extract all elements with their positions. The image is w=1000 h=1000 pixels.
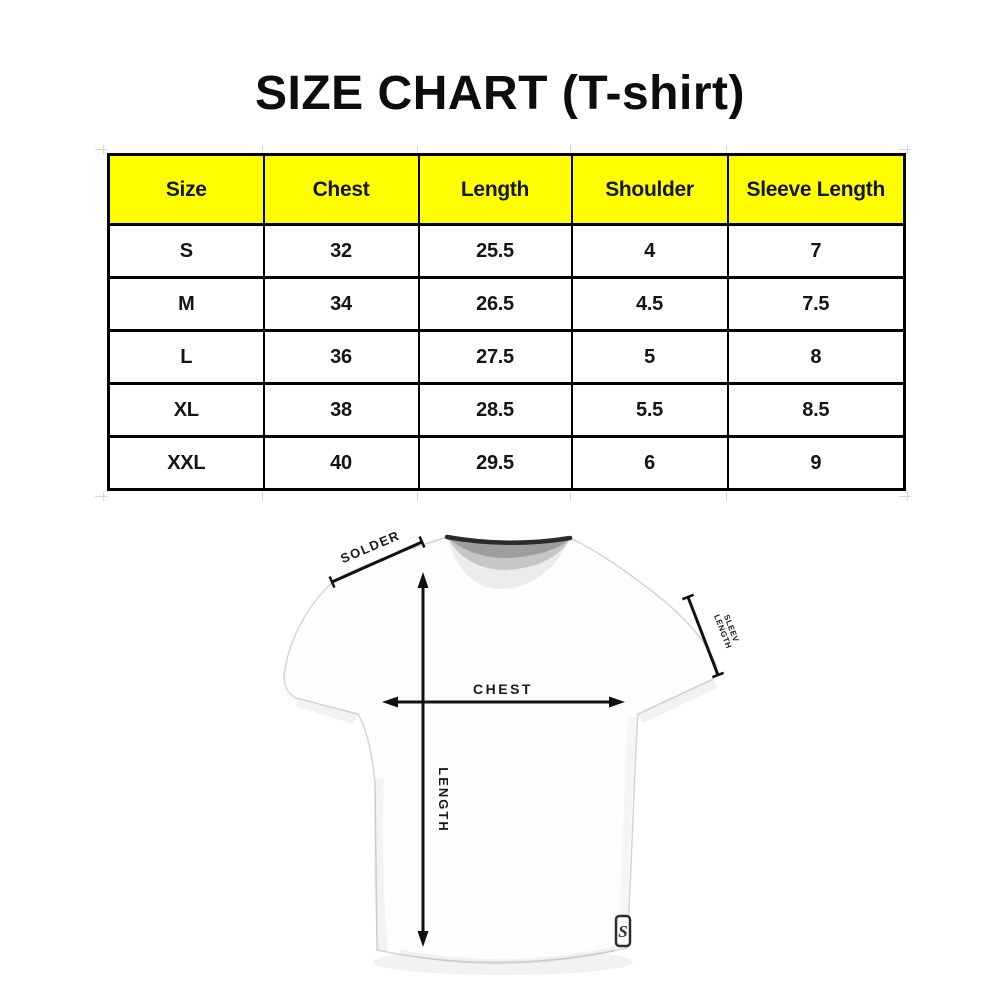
sleeve-measure-line xyxy=(681,593,725,679)
table-header-row: Size Chest Length Shoulder Sleeve Length xyxy=(107,153,906,226)
table-cell: XL xyxy=(107,382,265,438)
brand-tag: S xyxy=(614,914,632,948)
grid-tick xyxy=(899,149,911,150)
collar-trim xyxy=(444,534,573,545)
tshirt-measurement-diagram: SOLDER SLEEV LENGTH CHEST LENGTH S xyxy=(270,512,740,992)
sleeve-length-label: SLEEV LENGTH xyxy=(712,613,740,650)
table-cell: 29.5 xyxy=(417,435,573,491)
table-row-m: M 34 26.5 4.5 7.5 xyxy=(107,276,906,332)
table-cell: 4 xyxy=(570,223,729,279)
shirt-shading xyxy=(296,679,717,965)
table-cell: 7 xyxy=(726,223,906,279)
table-cell: 27.5 xyxy=(417,329,573,385)
grid-tick xyxy=(417,492,418,501)
table-cell: 28.5 xyxy=(417,382,573,438)
column-header-shoulder: Shoulder xyxy=(570,153,729,226)
table-row-xxl: XXL 40 29.5 6 9 xyxy=(107,435,906,491)
grid-tick xyxy=(570,492,571,501)
grid-tick xyxy=(417,145,418,154)
column-header-length: Length xyxy=(417,153,573,226)
table-cell: 5.5 xyxy=(570,382,729,438)
brand-tag-s-icon: S xyxy=(618,922,627,941)
table-cell: 6 xyxy=(570,435,729,491)
table-cell: 9 xyxy=(726,435,906,491)
column-header-size: Size xyxy=(107,153,265,226)
table-cell: 25.5 xyxy=(417,223,573,279)
shoulder-measure-line xyxy=(328,536,426,588)
tshirt-diagram-svg: SOLDER SLEEV LENGTH CHEST LENGTH S xyxy=(283,528,740,975)
table-cell: S xyxy=(107,223,265,279)
grid-tick xyxy=(262,145,263,154)
table-cell: XXL xyxy=(107,435,265,491)
table-cell: 34 xyxy=(262,276,420,332)
table-row-xl: XL 38 28.5 5.5 8.5 xyxy=(107,382,906,438)
length-label: LENGTH xyxy=(436,767,451,832)
size-table: Size Chest Length Shoulder Sleeve Length… xyxy=(107,153,906,491)
table-cell: 7.5 xyxy=(726,276,906,332)
table-cell: 4.5 xyxy=(570,276,729,332)
chest-arrow xyxy=(382,696,625,708)
chest-label: CHEST xyxy=(473,681,533,697)
tshirt-body xyxy=(283,536,718,964)
table-cell: 8.5 xyxy=(726,382,906,438)
grid-tick xyxy=(95,149,107,150)
grid-tick xyxy=(570,145,571,154)
table-cell: 38 xyxy=(262,382,420,438)
grid-tick xyxy=(262,492,263,501)
column-header-chest: Chest xyxy=(262,153,420,226)
table-cell: M xyxy=(107,276,265,332)
table-row-s: S 32 25.5 4 7 xyxy=(107,223,906,279)
table-cell: 8 xyxy=(726,329,906,385)
page-title: SIZE CHART (T-shirt) xyxy=(255,67,745,120)
table-cell: 5 xyxy=(570,329,729,385)
grid-tick xyxy=(95,496,107,497)
grid-tick xyxy=(726,492,727,501)
column-header-sleeve-length: Sleeve Length xyxy=(726,153,906,226)
table-cell: 26.5 xyxy=(417,276,573,332)
table-row-l: L 36 27.5 5 8 xyxy=(107,329,906,385)
table-cell: 40 xyxy=(262,435,420,491)
length-arrow xyxy=(417,572,429,947)
table-cell: 36 xyxy=(262,329,420,385)
grid-tick xyxy=(899,496,911,497)
grid-tick xyxy=(726,145,727,154)
table-cell: L xyxy=(107,329,265,385)
table-cell: 32 xyxy=(262,223,420,279)
neck-opening xyxy=(444,534,573,590)
